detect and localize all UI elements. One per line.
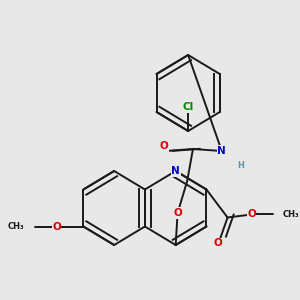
Text: CH₃: CH₃ (282, 210, 299, 219)
Text: N: N (218, 146, 226, 156)
Text: O: O (214, 238, 222, 248)
Text: O: O (173, 208, 182, 218)
Text: O: O (52, 221, 61, 232)
Text: CH₃: CH₃ (7, 222, 24, 231)
Text: Cl: Cl (182, 102, 194, 112)
Text: O: O (247, 209, 256, 220)
Text: O: O (160, 141, 169, 151)
Text: N: N (171, 166, 180, 176)
Text: H: H (238, 160, 244, 169)
